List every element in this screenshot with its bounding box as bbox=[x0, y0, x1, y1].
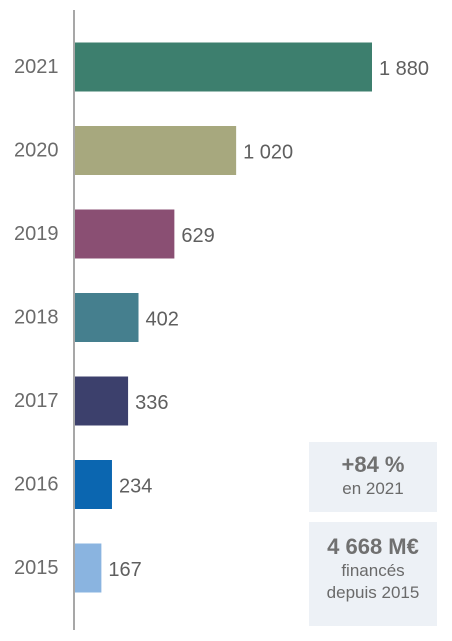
growth-value: +84 % bbox=[341, 452, 405, 477]
bar-2018 bbox=[75, 293, 139, 342]
bar-2015 bbox=[75, 543, 102, 593]
bar-2017 bbox=[75, 376, 129, 426]
total-financed-caption-line2: depuis 2015 bbox=[326, 583, 420, 602]
total-financed-value: 4 668 M€ bbox=[327, 534, 419, 559]
value-label-2019: 629 bbox=[181, 225, 214, 247]
value-label-2021: 1 880 bbox=[379, 58, 429, 80]
value-label-2020: 1 020 bbox=[243, 142, 293, 164]
growth-caption: en 2021 bbox=[342, 479, 404, 498]
year-label-2016: 2016 bbox=[14, 474, 59, 496]
value-label-2016: 234 bbox=[119, 476, 152, 498]
value-label-2015: 167 bbox=[108, 559, 141, 581]
year-label-2015: 2015 bbox=[14, 557, 59, 579]
total-financed-caption-line1: financés bbox=[341, 561, 405, 580]
bar-2020 bbox=[75, 126, 237, 175]
bar-2021 bbox=[75, 42, 372, 92]
value-label-2018: 402 bbox=[146, 309, 179, 331]
year-label-2020: 2020 bbox=[14, 140, 59, 162]
year-label-2019: 2019 bbox=[14, 223, 59, 245]
bar-2016 bbox=[75, 460, 112, 509]
growth-stat-box: +84 % en 2021 bbox=[309, 442, 437, 512]
bar-2019 bbox=[75, 209, 175, 259]
total-financed-box: 4 668 M€ financés depuis 2015 bbox=[309, 522, 437, 626]
value-label-2017: 336 bbox=[135, 392, 168, 414]
year-label-2021: 2021 bbox=[14, 56, 59, 78]
year-label-2017: 2017 bbox=[14, 390, 59, 412]
year-label-2018: 2018 bbox=[14, 307, 59, 329]
